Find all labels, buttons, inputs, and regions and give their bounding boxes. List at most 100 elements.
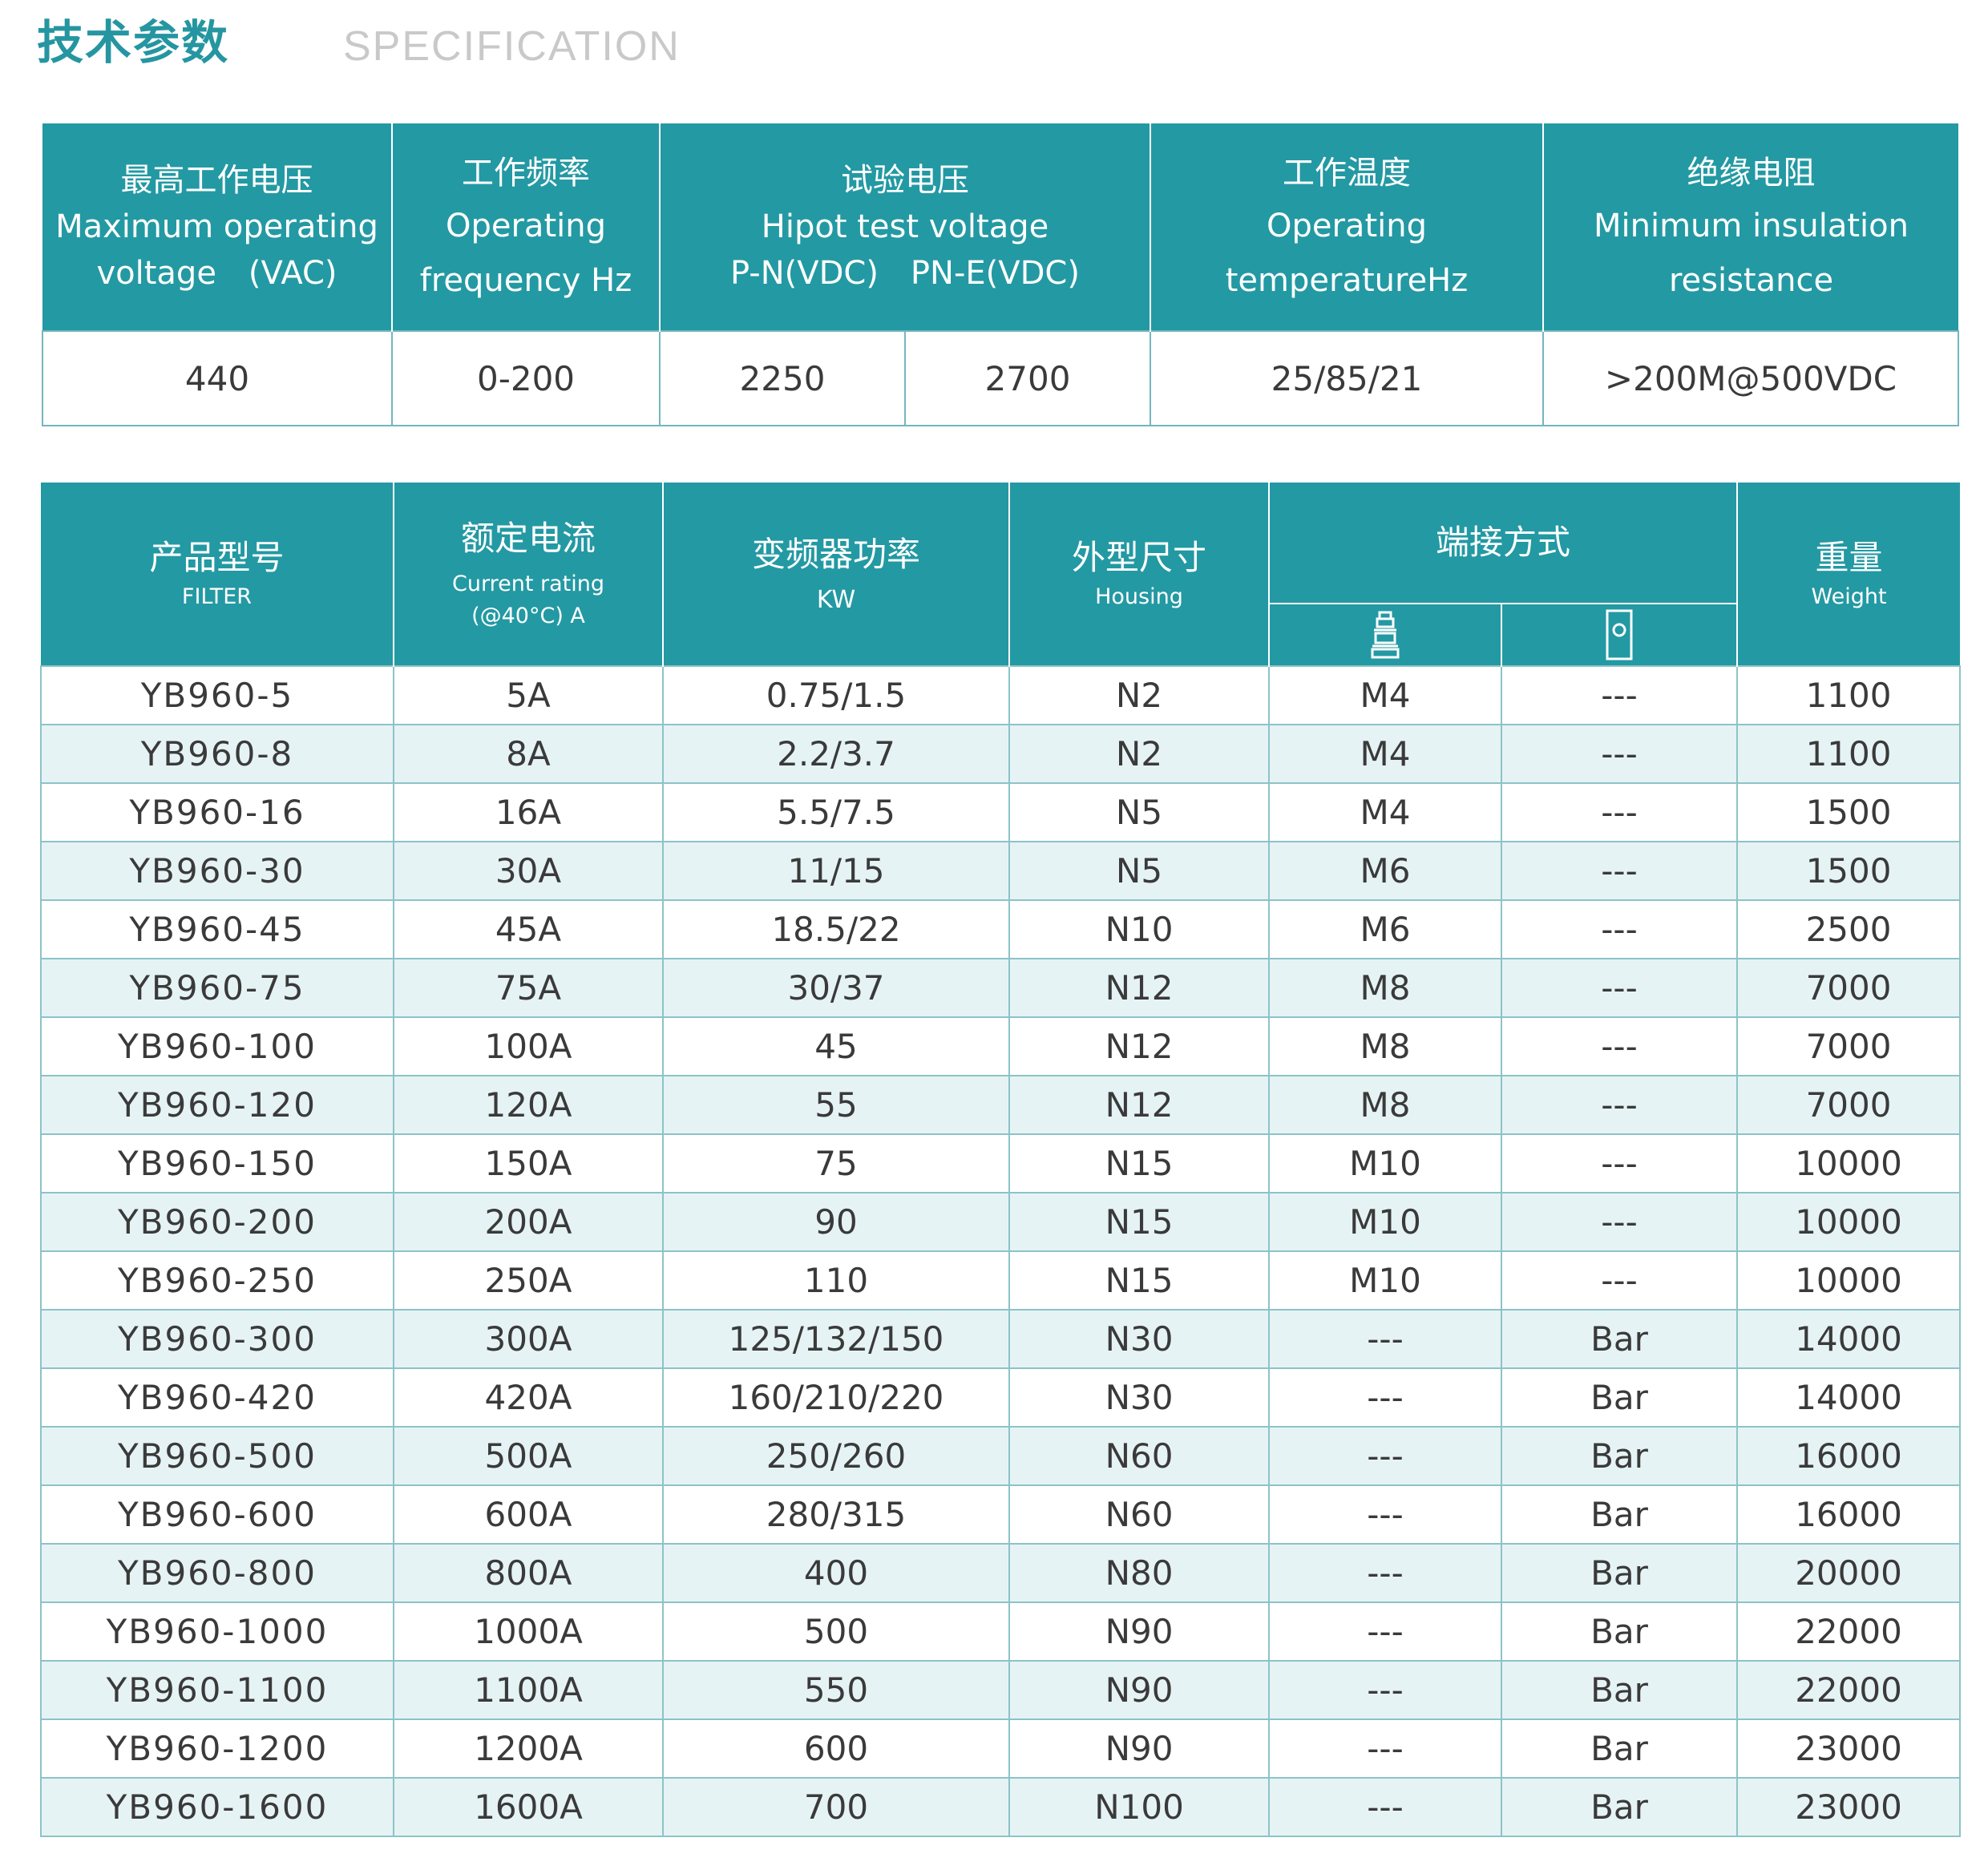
cell-housing: N5 (1008, 782, 1270, 842)
cell-housing: N30 (1008, 1367, 1270, 1428)
header-en: (@40°C) A (471, 604, 585, 628)
cell-current: 100A (393, 1016, 664, 1076)
header-cn: 工作频率 (462, 155, 590, 192)
screw-terminal-icon (1371, 611, 1400, 659)
cell-model: YB960-45 (40, 899, 394, 959)
cell-housing: N12 (1008, 1016, 1270, 1076)
cell-model: YB960-1200 (40, 1719, 394, 1779)
header-terminal: 端接方式 (1267, 483, 1739, 604)
spec-header-row: 最高工作电压 Maximum operating voltage (VAC) 工… (42, 123, 1958, 331)
table-row: YB960-100 100A 45 N12 M8 --- 7000 (40, 1016, 1962, 1076)
cell-current: 1200A (393, 1719, 664, 1779)
cell-power: 45 (662, 1016, 1010, 1076)
spec-header-frequency: 工作频率 Operating frequency Hz (391, 123, 661, 331)
header-cn: 重量 (1815, 538, 1883, 577)
table-row: YB960-500 500A 250/260 N60 --- Bar 16000 (40, 1426, 1962, 1486)
cell-housing: N2 (1008, 724, 1270, 784)
cell-housing: N90 (1008, 1601, 1270, 1662)
cell-current: 8A (393, 724, 664, 784)
cell-current: 200A (393, 1192, 664, 1252)
cell-power: 250/260 (662, 1426, 1010, 1486)
cell-power: 280/315 (662, 1484, 1010, 1545)
cell-model: YB960-420 (40, 1367, 394, 1428)
cell-model: YB960-600 (40, 1484, 394, 1545)
cell-power: 5.5/7.5 (662, 782, 1010, 842)
header-cn: 外型尺寸 (1071, 538, 1206, 577)
cell-terminal-screw: M4 (1268, 782, 1502, 842)
header-cn: 产品型号 (149, 538, 285, 577)
header-cn: 试验电压 (841, 162, 969, 199)
cell-weight: 1100 (1736, 665, 1962, 725)
section-heading: 技术参数 SPECIFICATION (37, 6, 1159, 79)
cell-terminal-bar: --- (1500, 958, 1739, 1018)
header-en: frequency Hz (419, 262, 632, 299)
cell-current: 30A (393, 841, 664, 901)
cell-current: 1000A (393, 1601, 664, 1662)
cell-terminal-bar: Bar (1500, 1367, 1739, 1428)
cell-model: YB960-16 (40, 782, 394, 842)
cell-weight: 23000 (1736, 1777, 1962, 1837)
cell-power: 30/37 (662, 958, 1010, 1018)
table-row: YB960-5 5A 0.75/1.5 N2 M4 --- 1100 (40, 665, 1962, 725)
cell-housing: N15 (1008, 1250, 1270, 1311)
cell-terminal-bar: --- (1500, 724, 1739, 784)
cell-power: 55 (662, 1075, 1010, 1135)
cell-terminal-screw: M10 (1268, 1133, 1502, 1193)
cell-model: YB960-800 (40, 1543, 394, 1603)
cell-terminal-screw: --- (1268, 1543, 1502, 1603)
table-row: YB960-75 75A 30/37 N12 M8 --- 7000 (40, 958, 1962, 1018)
heading-cn: 技术参数 (37, 15, 230, 70)
cell-current: 1600A (393, 1777, 664, 1837)
cell-housing: N90 (1008, 1719, 1270, 1779)
cell-weight: 7000 (1736, 1016, 1962, 1076)
cell-terminal-bar: --- (1500, 841, 1739, 901)
cell-model: YB960-150 (40, 1133, 394, 1193)
cell-terminal-screw: --- (1268, 1484, 1502, 1545)
cell-power: 400 (662, 1543, 1010, 1603)
header-en: FILTER (181, 584, 253, 609)
cell-weight: 16000 (1736, 1426, 1962, 1486)
cell-model: YB960-8 (40, 724, 394, 784)
table-row: YB960-1100 1100A 550 N90 --- Bar 22000 (40, 1660, 1962, 1720)
spec-value: 2250 (659, 330, 906, 426)
cell-weight: 16000 (1736, 1484, 1962, 1545)
header-cn: 绝缘电阻 (1687, 155, 1816, 192)
cell-terminal-screw: M8 (1268, 1075, 1502, 1135)
table-row: YB960-250 250A 110 N15 M10 --- 10000 (40, 1250, 1962, 1311)
cell-model: YB960-75 (40, 958, 394, 1018)
cell-power: 160/210/220 (662, 1367, 1010, 1428)
cell-housing: N30 (1008, 1309, 1270, 1369)
spec-table: 最高工作电压 Maximum operating voltage (VAC) 工… (42, 123, 1959, 426)
cell-power: 90 (662, 1192, 1010, 1252)
cell-model: YB960-1600 (40, 1777, 394, 1837)
cell-terminal-bar: Bar (1500, 1777, 1739, 1837)
header-en: Maximum operating (55, 208, 378, 245)
cell-terminal-screw: M8 (1268, 958, 1502, 1018)
cell-housing: N15 (1008, 1192, 1270, 1252)
cell-current: 45A (393, 899, 664, 959)
cell-current: 800A (393, 1543, 664, 1603)
cell-weight: 10000 (1736, 1250, 1962, 1311)
table-row: YB960-16 16A 5.5/7.5 N5 M4 --- 1500 (40, 782, 1962, 842)
header-en: KW (816, 586, 856, 614)
cell-current: 75A (393, 958, 664, 1018)
table-row: YB960-1200 1200A 600 N90 --- Bar 23000 (40, 1719, 1962, 1779)
table-row: YB960-8 8A 2.2/3.7 N2 M4 --- 1100 (40, 724, 1962, 784)
cell-power: 125/132/150 (662, 1309, 1010, 1369)
spec-value-row: 440 0-200 2250 2700 25/85/21 >200M@500VD… (42, 330, 1959, 426)
cell-housing: N60 (1008, 1484, 1270, 1545)
spec-value: 440 (42, 330, 393, 426)
table-row: YB960-120 120A 55 N12 M8 --- 7000 (40, 1075, 1962, 1135)
cell-terminal-screw: M10 (1268, 1250, 1502, 1311)
header-cn: 工作温度 (1283, 155, 1411, 192)
cell-power: 550 (662, 1660, 1010, 1720)
cell-housing: N100 (1008, 1777, 1270, 1837)
cell-terminal-screw: --- (1268, 1777, 1502, 1837)
cell-weight: 14000 (1736, 1367, 1962, 1428)
cell-terminal-screw: M6 (1268, 899, 1502, 959)
header-en: Operating (1267, 208, 1427, 244)
table-row: YB960-150 150A 75 N15 M10 --- 10000 (40, 1133, 1962, 1193)
header-en: Housing (1095, 584, 1183, 609)
cell-weight: 1500 (1736, 782, 1962, 842)
cell-power: 11/15 (662, 841, 1010, 901)
